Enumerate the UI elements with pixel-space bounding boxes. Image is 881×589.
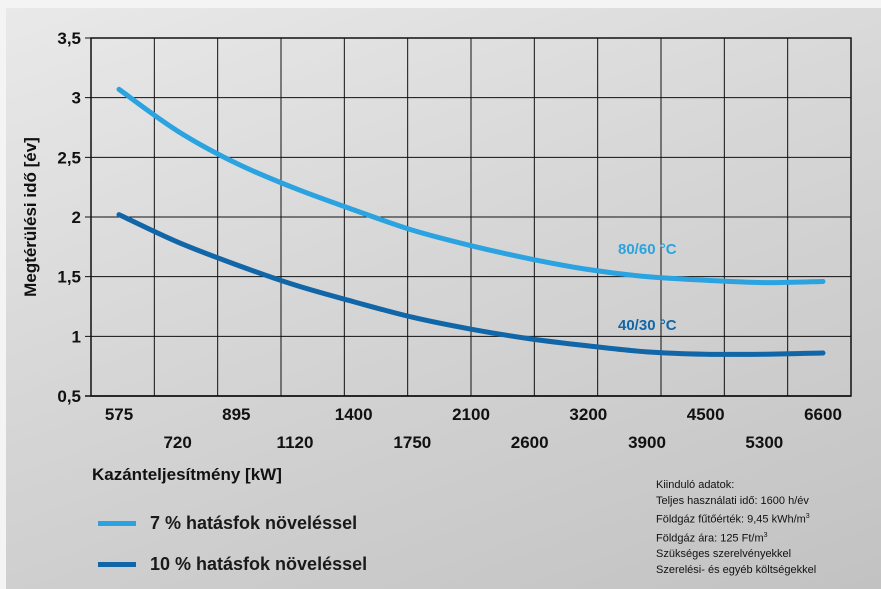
plot-frame [90, 37, 852, 397]
x-tick-label: 1120 [277, 433, 314, 452]
input-data-box: Kiinduló adatok: Teljes használati idő: … [656, 478, 816, 578]
input-data-title: Kiinduló adatok: [656, 479, 735, 491]
y-tick-label: 1 [72, 327, 81, 346]
x-tick-label: 720 [163, 433, 191, 452]
series-label-40-30: 40/30 °C [618, 317, 677, 334]
x-tick-label: 895 [222, 405, 250, 424]
series-line-80-60 [116, 86, 826, 286]
x-tick-label: 1750 [393, 433, 431, 452]
legend-swatch-light [98, 521, 136, 526]
x-tick-label: 2100 [452, 405, 490, 424]
legend-label-10pct: 10 % hatásfok növeléssel [150, 554, 368, 574]
x-tick-label: 575 [105, 405, 133, 424]
y-tick-label: 0,5 [57, 387, 81, 406]
input-installation-costs: Szerelési- és egyéb költségekkel [656, 563, 817, 576]
y-axis-title: Megtérülési idő [év] [21, 137, 40, 297]
y-tick-label: 1,5 [57, 268, 81, 287]
input-gas-calorific: Földgáz fűtőérték: 9,45 kWh/m3 [656, 513, 810, 526]
x-tick-label: 1400 [335, 405, 373, 424]
x-tick-label: 6600 [804, 405, 842, 424]
series-label-80-60: 80/60 °C [618, 241, 677, 258]
legend-swatch-dark [98, 562, 136, 567]
legend-label-7pct: 7 % hatásfok növeléssel [150, 513, 358, 533]
x-tick-label: 5300 [745, 433, 783, 452]
chart-panel: 0,5 1 1,5 2 2,5 3 3,5 575 720 895 1120 1400 1750 2100… [6, 8, 881, 589]
input-gas-price: Földgáz ára: 125 Ft/m3 [656, 532, 768, 545]
chart-svg: 0,5 1 1,5 2 2,5 3 3,5 575 720 895 1120 1400 1750 2100… [21, 29, 852, 484]
y-tick-label: 2 [72, 208, 81, 227]
y-tick-label: 3 [72, 89, 81, 108]
x-axis-title: Kazánteljesítmény [kW] [92, 465, 282, 484]
series-line-40-30 [116, 212, 826, 357]
x-tick-label: 4500 [687, 405, 725, 424]
legend-item-10pct: 10 % hatásfok növeléssel [98, 554, 367, 575]
x-tick-label: 3200 [569, 405, 607, 424]
y-tick-label: 3,5 [57, 29, 81, 48]
input-fittings: Szükséges szerelvényekkel [656, 548, 792, 561]
input-usage-hours: Teljes használati idő: 1600 h/év [656, 494, 809, 507]
x-tick-label: 2600 [511, 433, 549, 452]
y-tick-label: 2,5 [57, 148, 81, 167]
legend-item-7pct: 7 % hatásfok növeléssel [98, 513, 357, 534]
x-tick-label: 3900 [628, 433, 666, 452]
